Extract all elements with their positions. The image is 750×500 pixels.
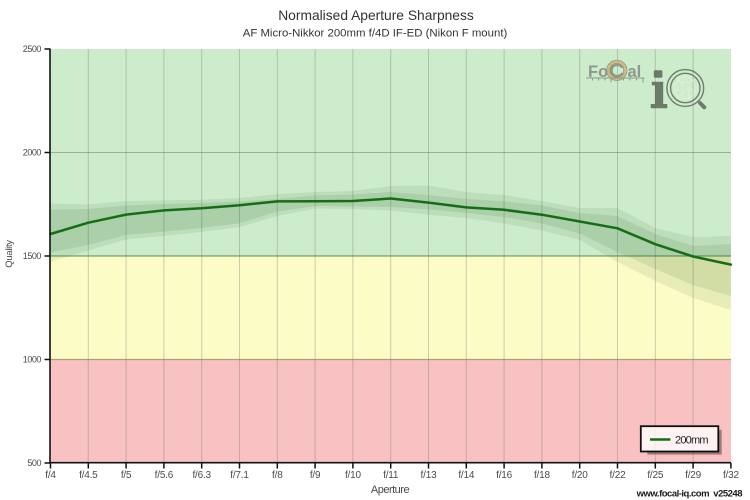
- svg-text:Normalised Aperture Sharpness: Normalised Aperture Sharpness: [278, 8, 474, 23]
- svg-text:f/14: f/14: [458, 470, 475, 481]
- svg-text:500: 500: [27, 458, 41, 468]
- svg-text:2000: 2000: [23, 148, 42, 158]
- svg-text:al: al: [628, 63, 642, 81]
- svg-text:f/4.5: f/4.5: [79, 470, 98, 481]
- svg-text:f/10: f/10: [345, 470, 362, 481]
- svg-text:f/11: f/11: [383, 470, 399, 481]
- svg-text:f/4: f/4: [45, 470, 56, 481]
- svg-text:f/13: f/13: [421, 470, 438, 481]
- svg-text:f/8: f/8: [272, 470, 283, 481]
- svg-text:2500: 2500: [23, 44, 42, 54]
- svg-text:C: C: [609, 60, 625, 81]
- svg-text:1000: 1000: [23, 355, 42, 365]
- svg-text:f/6.3: f/6.3: [192, 470, 211, 481]
- svg-text:f/16: f/16: [496, 470, 513, 481]
- svg-text:AF Micro-Nikkor 200mm f/4D IF-: AF Micro-Nikkor 200mm f/4D IF-ED (Nikon …: [243, 27, 508, 39]
- svg-text:f/29: f/29: [685, 470, 702, 481]
- svg-text:f/18: f/18: [534, 470, 551, 481]
- svg-text:www.focal-iq.com v25248: www.focal-iq.com v25248: [636, 489, 743, 500]
- svg-text:f/32: f/32: [723, 470, 740, 481]
- svg-text:f/20: f/20: [572, 470, 589, 481]
- svg-text:f/22: f/22: [610, 470, 627, 481]
- svg-text:f/5.6: f/5.6: [155, 470, 174, 481]
- svg-text:1500: 1500: [23, 251, 42, 261]
- svg-text:f/7.1: f/7.1: [230, 470, 249, 481]
- svg-text:Fo: Fo: [588, 63, 608, 81]
- svg-text:Aperture: Aperture: [371, 484, 410, 496]
- svg-text:200mm: 200mm: [675, 435, 708, 447]
- svg-text:f/9: f/9: [310, 470, 321, 481]
- svg-text:f/5: f/5: [121, 470, 132, 481]
- svg-text:f/25: f/25: [647, 470, 664, 481]
- svg-text:Quality: Quality: [4, 240, 15, 268]
